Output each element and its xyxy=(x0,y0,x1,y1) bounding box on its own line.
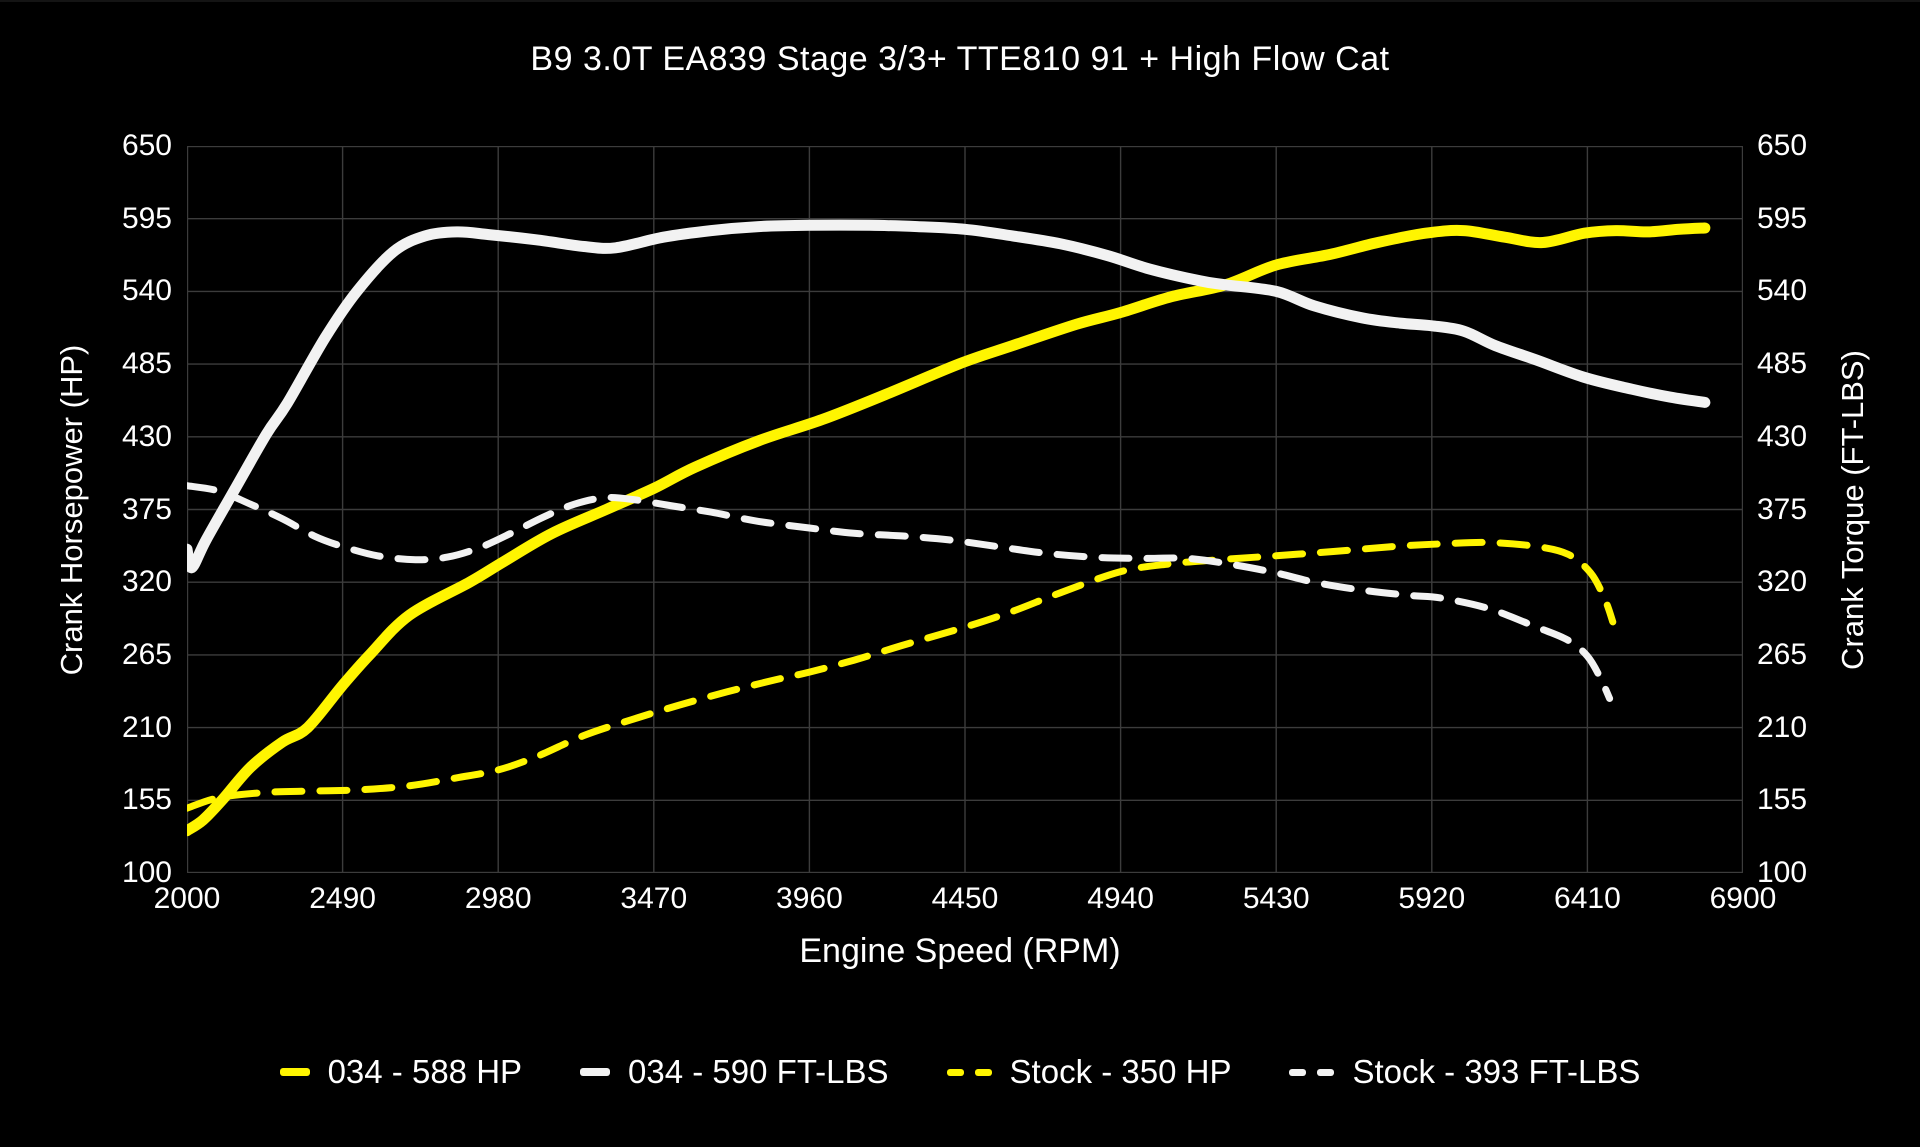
series-line-034-588-hp xyxy=(187,222,1711,837)
y-tick-left: 320 xyxy=(121,565,172,599)
x-tick: 3470 xyxy=(620,882,688,915)
x-tick: 4450 xyxy=(931,882,999,915)
y-tick-left: 155 xyxy=(121,783,172,817)
y-tick-right: 155 xyxy=(1757,783,1808,817)
y-tick-right: 430 xyxy=(1757,419,1808,453)
y-tick-left: 595 xyxy=(121,201,172,235)
y-tick-right: 650 xyxy=(1757,129,1808,162)
dashed-line-swatch-icon xyxy=(946,1068,992,1076)
legend-item: Stock - 350 HP xyxy=(946,1053,1232,1091)
y-tick-right: 100 xyxy=(1757,856,1808,889)
y-tick-left: 100 xyxy=(121,856,172,889)
legend: 034 - 588 HP 034 - 590 FT-LBS Stock - 350 … xyxy=(0,1042,1920,1102)
x-tick: 6900 xyxy=(1709,882,1777,915)
legend-label: 034 - 590 FT-LBS xyxy=(628,1053,889,1090)
y-tick-left: 650 xyxy=(121,129,172,162)
y-tick-left: 265 xyxy=(121,637,172,671)
x-tick: 2980 xyxy=(464,882,532,915)
x-tick: 4940 xyxy=(1087,882,1154,915)
series-line-stock-350-hp xyxy=(187,538,1617,812)
y-axis-label-right: Crank Torque (FT-LBS) xyxy=(1835,350,1870,670)
chart-title: B9 3.0T EA839 Stage 3/3+ TTE810 91 + Hig… xyxy=(530,40,1390,78)
legend-dash xyxy=(279,1068,310,1076)
x-tick: 6410 xyxy=(1554,882,1621,915)
y-tick-left: 210 xyxy=(121,710,172,744)
solid-line-swatch-icon xyxy=(580,1068,611,1076)
legend-dash xyxy=(1289,1068,1307,1076)
legend-dash xyxy=(974,1068,992,1076)
series-line-stock-393-ft-lbs xyxy=(187,482,1614,702)
y-tick-left: 540 xyxy=(121,274,172,308)
legend-label: Stock - 350 HP xyxy=(1009,1053,1232,1090)
plot-border xyxy=(187,146,1743,873)
solid-line-swatch-icon xyxy=(279,1068,310,1076)
top-hairline xyxy=(0,0,1920,2)
legend-label: 034 - 588 HP xyxy=(327,1053,523,1090)
y-tick-right: 375 xyxy=(1757,492,1808,526)
y-tick-left: 430 xyxy=(121,419,172,453)
legend-item: 034 - 588 HP xyxy=(279,1053,523,1091)
series-line-034-590-ft-lbs xyxy=(187,219,1711,574)
y-tick-right: 485 xyxy=(1757,347,1808,381)
x-tick: 3960 xyxy=(776,882,843,915)
x-tick: 2490 xyxy=(309,882,376,915)
x-axis-label: Engine Speed (RPM) xyxy=(799,932,1121,970)
dashed-line-swatch-icon xyxy=(1289,1068,1335,1076)
legend-item: Stock - 393 FT-LBS xyxy=(1289,1053,1640,1091)
legend-item: 034 - 590 FT-LBS xyxy=(580,1053,889,1091)
legend-dash xyxy=(1317,1068,1335,1076)
x-tick: 5920 xyxy=(1398,882,1466,915)
x-tick: 2000 xyxy=(153,882,221,915)
y-tick-right: 540 xyxy=(1757,274,1808,308)
x-tick: 5430 xyxy=(1242,882,1310,915)
y-tick-left: 375 xyxy=(121,492,172,526)
legend-dash xyxy=(580,1068,611,1076)
legend-dash xyxy=(946,1068,964,1076)
y-tick-right: 265 xyxy=(1757,637,1808,671)
y-tick-right: 210 xyxy=(1757,710,1808,744)
legend-label: Stock - 393 FT-LBS xyxy=(1352,1053,1641,1090)
y-tick-right: 320 xyxy=(1757,565,1808,599)
plot-area xyxy=(187,146,1743,873)
y-tick-right: 595 xyxy=(1757,201,1808,235)
y-tick-left: 485 xyxy=(121,347,172,381)
